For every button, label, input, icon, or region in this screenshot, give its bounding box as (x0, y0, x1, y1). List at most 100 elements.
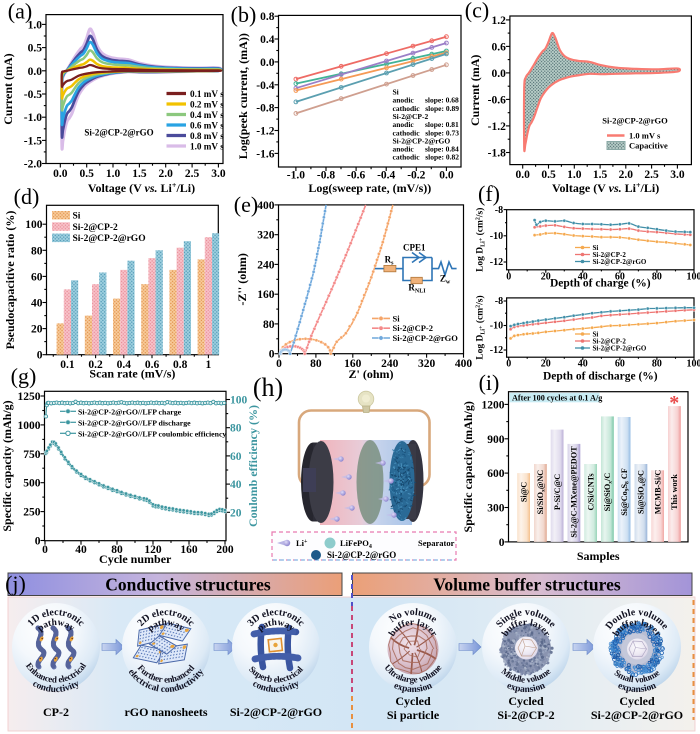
svg-text:d: d (509, 671, 518, 682)
svg-text:c: c (274, 607, 279, 618)
svg-text:n: n (259, 683, 268, 694)
svg-text:y: y (422, 622, 432, 633)
svg-text:r: r (391, 669, 400, 680)
svg-text:0: 0 (276, 358, 282, 370)
svg-text:e: e (49, 607, 55, 619)
svg-text:b: b (612, 629, 623, 639)
svg-text:-1.6: -1.6 (256, 148, 274, 160)
svg-text:(g): (g) (11, 364, 37, 389)
svg-text:Si-2@CP-2@rGO//LFP discharge: Si-2@CP-2@rGO//LFP discharge (78, 418, 191, 427)
svg-text:r: r (541, 630, 552, 640)
svg-text:n: n (177, 670, 186, 681)
svg-text:f: f (624, 619, 632, 630)
svg-text:1: 1 (206, 359, 212, 371)
svg-text:u: u (139, 666, 149, 677)
svg-text:e: e (274, 674, 278, 684)
svg-text:Si: Si (393, 313, 401, 323)
svg-text:o: o (638, 674, 644, 685)
svg-text:900: 900 (487, 434, 505, 446)
svg-text:anodic slope: 0.84: anodic slope: 0.84 (393, 145, 460, 154)
svg-text:Voltage (V vs. Li+/Li): Voltage (V vs. Li+/Li) (552, 181, 659, 195)
svg-text:3.0: 3.0 (670, 169, 685, 181)
svg-text:-1.5: -1.5 (24, 135, 42, 147)
svg-text:160: 160 (180, 544, 198, 556)
svg-text:o: o (534, 683, 542, 694)
svg-text:(h): (h) (253, 373, 283, 402)
svg-text:2.5: 2.5 (185, 168, 200, 180)
svg-text:u: u (616, 623, 627, 634)
svg-text:2: 2 (136, 617, 147, 628)
svg-text:80: 80 (263, 319, 275, 331)
svg-text:80: 80 (31, 245, 43, 257)
svg-text:r: r (410, 618, 415, 628)
svg-text:(d): (d) (14, 184, 40, 209)
svg-text:100: 100 (687, 271, 700, 282)
svg-text:i: i (73, 667, 82, 677)
svg-text:e: e (630, 607, 636, 619)
svg-text:m: m (617, 670, 629, 683)
svg-text:Li+: Li+ (296, 538, 308, 548)
svg-text:Cycled: Cycled (508, 694, 544, 708)
svg-text:a: a (41, 620, 50, 631)
svg-text:a: a (150, 683, 158, 694)
svg-text:a: a (401, 673, 408, 684)
svg-text:cathodic slope: 0.89: cathodic slope: 0.89 (393, 104, 460, 113)
svg-text:-8: -8 (495, 205, 503, 216)
svg-text:l: l (155, 608, 161, 619)
svg-text:t: t (58, 607, 63, 618)
svg-text:i: i (294, 615, 303, 625)
svg-text:u: u (536, 610, 546, 623)
svg-text:d: d (265, 684, 273, 695)
svg-text:y: y (72, 679, 81, 690)
svg-text:60: 60 (615, 271, 625, 282)
svg-text:0: 0 (35, 536, 41, 548)
svg-text:b: b (266, 673, 273, 684)
svg-text:Si-2@C-MXene@PEDOT: Si-2@C-MXene@PEDOT (570, 446, 579, 538)
svg-text:c: c (133, 675, 143, 685)
svg-text:n: n (167, 674, 173, 685)
svg-text:l: l (296, 664, 305, 673)
svg-text:1.0: 1.0 (28, 19, 43, 31)
svg-text:l: l (387, 666, 396, 675)
svg-text:p: p (254, 669, 263, 680)
svg-text:f: f (397, 621, 406, 632)
svg-text:e: e (269, 607, 275, 619)
svg-text:400: 400 (455, 358, 473, 370)
svg-text:o: o (65, 609, 74, 621)
svg-text:100: 100 (687, 359, 700, 370)
svg-text:r: r (262, 673, 269, 684)
svg-text:240: 240 (257, 259, 275, 271)
svg-text:p: p (36, 623, 46, 634)
svg-text:-0.6: -0.6 (488, 94, 506, 106)
svg-text:u: u (614, 611, 625, 624)
svg-text:h: h (171, 673, 178, 684)
svg-text:S: S (494, 618, 506, 630)
svg-text:Si/SiOx@NC: Si/SiOx@NC (536, 470, 547, 515)
svg-text:0: 0 (42, 544, 48, 556)
svg-text:r: r (428, 630, 439, 640)
svg-text:l: l (416, 618, 421, 628)
svg-text:e: e (521, 674, 526, 684)
svg-text:c: c (251, 679, 260, 690)
svg-text:n: n (39, 683, 48, 694)
svg-text:anodic slope: 0.81: anodic slope: 0.81 (393, 120, 460, 129)
svg-text:Depth of charge (%): Depth of charge (%) (550, 277, 651, 289)
svg-text:o: o (642, 608, 650, 620)
svg-text:v: v (189, 674, 199, 685)
svg-text:After 100 cycles at 0.1 A/g: After 100 cycles at 0.1 A/g (512, 394, 603, 403)
svg-text:t: t (168, 607, 173, 618)
svg-text:o: o (529, 673, 536, 684)
svg-text:e: e (543, 666, 553, 676)
svg-text:Si@SiOx@C: Si@SiOx@C (637, 470, 648, 514)
svg-text:-0.6: -0.6 (347, 170, 365, 182)
svg-text:-0.8: -0.8 (317, 170, 335, 182)
svg-text:e: e (516, 607, 523, 619)
svg-text:e: e (164, 674, 168, 684)
svg-text:d: d (52, 674, 58, 684)
svg-text:e: e (413, 674, 418, 684)
svg-text:Si-2@CP-2: Si-2@CP-2 (593, 338, 627, 346)
svg-text:u: u (177, 681, 186, 692)
svg-text:1.0: 1.0 (106, 168, 121, 180)
svg-text:40: 40 (75, 544, 87, 556)
svg-text:40: 40 (578, 271, 588, 282)
